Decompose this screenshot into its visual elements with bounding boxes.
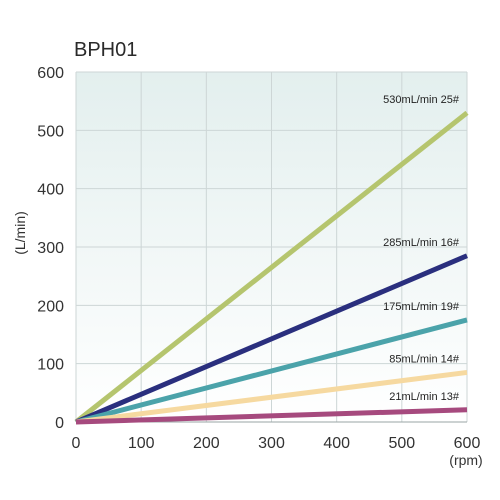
series-line (75, 407, 468, 425)
y-tick-label: 100 (37, 357, 64, 374)
series-line (74, 110, 469, 424)
series-label: 85mL/min 14# (389, 353, 460, 365)
y-tick-label: 600 (37, 65, 64, 82)
y-axis-label: (L/min) (12, 211, 28, 255)
x-axis-label: (rpm) (449, 452, 482, 468)
series-label: 175mL/min 19# (383, 301, 460, 313)
series-line (75, 369, 468, 425)
grid-lines (75, 71, 468, 423)
y-tick-labels: 0 100 200 300 400 500 600 (37, 65, 64, 432)
y-tick-label: 300 (37, 240, 64, 257)
x-tick-labels: 0 100 200 300 400 500 600 (72, 435, 481, 452)
series-label: 530mL/min 25# (383, 94, 460, 106)
x-tick-label: 400 (323, 435, 350, 452)
series-label: 21mL/min 13# (389, 391, 460, 403)
x-tick-label: 600 (454, 435, 481, 452)
series-lines (74, 110, 469, 425)
x-tick-label: 200 (193, 435, 220, 452)
y-tick-label: 400 (37, 182, 64, 199)
chart-title: BPH01 (74, 39, 137, 61)
y-tick-label: 500 (37, 123, 64, 140)
x-tick-label: 500 (388, 435, 415, 452)
y-tick-label: 0 (55, 415, 64, 432)
series-line (75, 253, 468, 425)
series-label: 285mL/min 16# (383, 237, 460, 249)
y-tick-label: 200 (37, 298, 64, 315)
x-tick-label: 0 (72, 435, 81, 452)
x-tick-label: 300 (258, 435, 285, 452)
series-labels: 530mL/min 25# 285mL/min 16# 175mL/min 19# 8… (383, 94, 460, 403)
x-tick-label: 100 (128, 435, 155, 452)
series-line (75, 317, 468, 425)
